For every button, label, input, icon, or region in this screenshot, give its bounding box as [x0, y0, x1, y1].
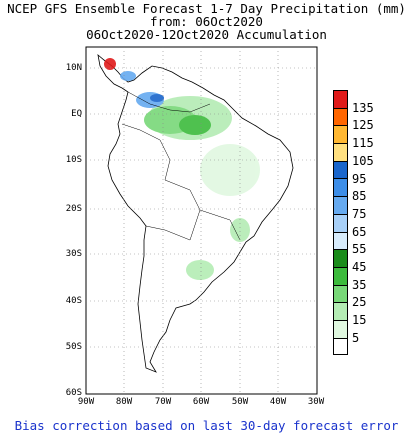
lat-label-30s: 30S: [65, 249, 82, 259]
legend-swatch: [333, 319, 348, 338]
graticule: [86, 47, 317, 394]
country-borders: [121, 91, 241, 241]
legend-swatch: [333, 284, 348, 303]
bias-correction-note: Bias correction based on last 30-day for…: [14, 418, 399, 433]
legend-swatch: [333, 160, 348, 179]
legend-swatch: [333, 302, 348, 320]
legend-level-label: 85: [352, 189, 367, 204]
forecast-issue-date: from: 06Oct2020: [150, 14, 263, 29]
legend-swatch: [333, 249, 348, 267]
legend-level-label: 105: [352, 153, 374, 168]
legend-level-label: 135: [352, 100, 374, 115]
legend-swatch: [333, 266, 348, 285]
legend-level-label: 65: [352, 224, 367, 239]
lon-label-60w: 60W: [192, 397, 210, 407]
legend-level-label: 25: [352, 295, 367, 310]
legend-level-label: 15: [352, 313, 367, 328]
precip-shading: [104, 58, 260, 280]
lat-label-eq: EQ: [71, 109, 82, 119]
lon-label-40w: 40W: [269, 397, 287, 407]
lat-label-60s: 60S: [65, 388, 82, 398]
legend-swatch: [333, 337, 348, 356]
legend-swatch: [333, 213, 348, 232]
lon-label-70w: 70W: [154, 397, 172, 407]
lat-label-20s: 20S: [65, 204, 82, 214]
legend-level-label: 75: [352, 206, 367, 221]
accumulation-period: 06Oct2020-12Oct2020 Accumulation: [86, 27, 327, 42]
legend-level-label: 45: [352, 260, 367, 274]
legend-swatch: [333, 231, 348, 250]
map-title: NCEP GFS Ensemble Forecast 1-7 Day Preci…: [7, 1, 406, 16]
legend-swatch: [333, 125, 348, 144]
legend-level-label: 5: [352, 330, 360, 345]
legend-swatch: [333, 143, 348, 161]
legend-swatch: [333, 90, 348, 108]
south-america-coastline: [97, 53, 294, 373]
legend-level-label: 35: [352, 277, 367, 292]
legend-level-label: 95: [352, 171, 367, 186]
lat-label-10s: 10S: [65, 155, 82, 165]
lon-label-90w: 90W: [77, 397, 95, 407]
lat-label-50s: 50S: [65, 342, 82, 352]
legend-level-label: 125: [352, 118, 374, 133]
lon-label-80w: 80W: [115, 397, 133, 407]
legend-level-label: 55: [352, 242, 367, 257]
lat-label-10n: 10N: [65, 63, 82, 73]
lat-label-40s: 40S: [65, 296, 82, 306]
legend-swatch: [333, 196, 348, 214]
lon-label-50w: 50W: [231, 397, 249, 407]
legend-swatch: [333, 178, 348, 197]
color-legend: [333, 90, 349, 356]
lon-label-30w: 30W: [307, 397, 325, 407]
legend-level-label: 115: [352, 136, 374, 151]
legend-swatch: [333, 107, 348, 126]
